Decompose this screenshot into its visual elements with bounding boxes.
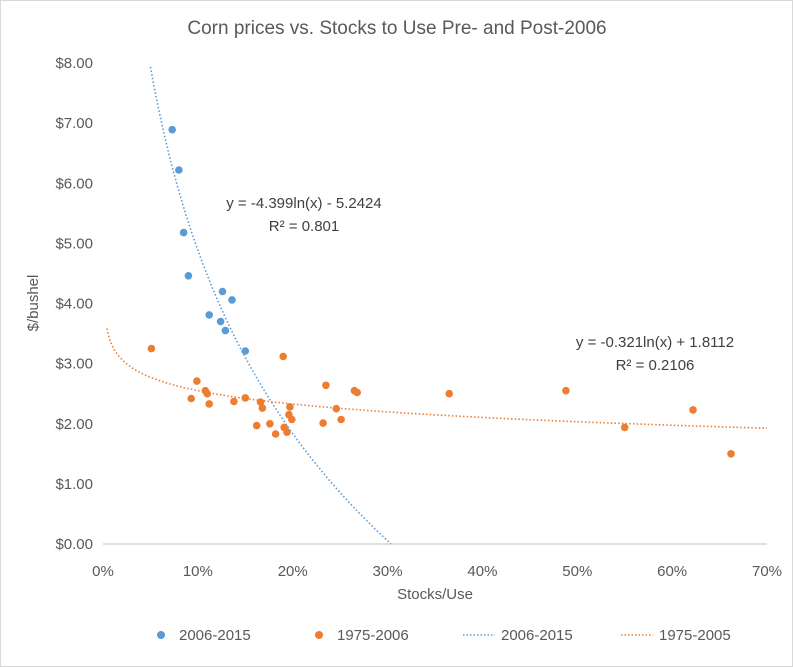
data-point-series-0	[175, 166, 183, 174]
y-tick-label: $6.00	[55, 175, 93, 192]
data-point-series-1	[193, 377, 201, 385]
data-point-series-1	[332, 404, 341, 413]
x-axis-ticks: 0% 10% 20% 30% 40% 50% 60% 70%	[92, 563, 782, 580]
data-point-series-1	[258, 404, 267, 412]
data-point-series-1	[271, 430, 280, 438]
trendlines	[106, 66, 768, 545]
data-point-series-1	[187, 394, 195, 403]
trend-r2-2006-2015: R² = 0.801	[269, 218, 339, 235]
data-point-series-1	[283, 428, 291, 437]
data-point-series-0	[205, 311, 213, 319]
trendline-2	[149, 66, 392, 545]
x-tick-label: 60%	[657, 563, 687, 580]
y-tick-label: $1.00	[55, 476, 93, 493]
x-tick-label: 10%	[183, 563, 213, 580]
y-tick-label: $0.00	[55, 536, 93, 553]
y-tick-label: $4.00	[55, 296, 93, 313]
x-tick-label: 70%	[752, 563, 782, 580]
data-point-series-1	[252, 421, 261, 430]
y-axis-ticks: $0.00 $1.00 $2.00 $3.00 $4.00 $5.00 $6.00 $7.00…	[55, 55, 93, 553]
data-point-series-1	[445, 389, 454, 398]
data-point-series-1	[337, 415, 345, 424]
x-tick-label: 0%	[92, 563, 114, 580]
data-point-series-1	[266, 420, 274, 428]
data-point-series-0	[241, 347, 250, 355]
data-point-series-1	[256, 398, 265, 406]
data-point-series-1	[147, 344, 156, 353]
legend-label-2006-2015-trend: 2006-2015	[501, 627, 573, 644]
y-tick-label: $3.00	[55, 356, 93, 373]
data-point-series-1	[319, 419, 327, 427]
legend: 2006-2015 1975-2006 2006-2015 1975-2005	[157, 627, 731, 644]
trend-equation-2006-2015: y = -4.399ln(x) - 5.2424	[226, 195, 382, 212]
x-tick-label: 20%	[278, 563, 308, 580]
data-point-series-1	[353, 388, 362, 397]
trendline-3	[106, 328, 768, 429]
y-tick-label: $2.00	[55, 416, 93, 433]
data-point-series-0	[216, 317, 225, 326]
data-point-series-0	[184, 272, 193, 280]
x-tick-label: 50%	[562, 563, 592, 580]
legend-marker-1975-2006-points	[315, 631, 323, 639]
legend-label-2006-2015-points: 2006-2015	[179, 627, 251, 644]
data-point-series-1	[203, 389, 212, 398]
data-point-series-1	[689, 406, 697, 414]
data-point-series-1	[286, 403, 294, 411]
legend-marker-2006-2015-points	[157, 631, 165, 639]
data-point-series-1	[279, 352, 288, 361]
data-point-series-1	[230, 397, 238, 406]
legend-label-1975-2005-trend: 1975-2005	[659, 627, 731, 644]
data-point-series-0	[179, 228, 188, 237]
data-point-series-1	[288, 415, 296, 424]
legend-label-1975-2006-points: 1975-2006	[337, 627, 409, 644]
data-point-series-0	[168, 125, 176, 134]
trend-r2-1975-2005: R² = 0.2106	[616, 357, 695, 374]
data-point-series-0	[228, 296, 236, 304]
x-axis-title: Stocks/Use	[397, 586, 473, 603]
y-tick-label: $5.00	[55, 235, 93, 252]
y-tick-label: $8.00	[55, 55, 93, 72]
data-point-series-0	[221, 326, 230, 335]
data-point-series-1	[562, 386, 570, 395]
data-points	[147, 125, 735, 458]
data-point-series-1	[727, 450, 735, 458]
data-point-series-1	[241, 394, 250, 402]
chart-title: Corn prices vs. Stocks to Use Pre- and P…	[187, 18, 606, 39]
x-tick-label: 30%	[373, 563, 403, 580]
data-point-series-1	[205, 400, 213, 408]
trend-equation-1975-2005: y = -0.321ln(x) + 1.8112	[576, 334, 734, 351]
data-point-series-1	[620, 423, 629, 432]
x-tick-label: 40%	[467, 563, 497, 580]
data-point-series-0	[218, 287, 227, 296]
data-point-series-1	[322, 381, 330, 390]
y-tick-label: $7.00	[55, 115, 93, 132]
y-axis-title: $/bushel	[25, 275, 42, 332]
